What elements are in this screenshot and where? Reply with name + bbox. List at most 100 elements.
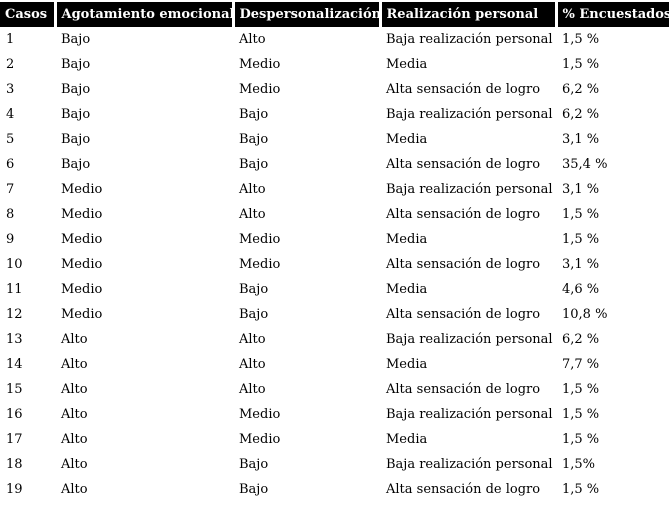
table-cell: Alto	[61, 332, 88, 347]
table-cell: Alto	[61, 382, 88, 397]
table-row: 8 Medio Alto Alta sensación de logro 1,5 %	[0, 202, 669, 227]
table-cell: 1,5 %	[562, 207, 600, 222]
table-cell: Alta sensación de logro	[386, 157, 541, 172]
table-cell: Media	[386, 282, 428, 297]
table-cell: Medio	[61, 282, 103, 297]
table-row: 13 Alto Alto Baja realización personal 6,2 %	[0, 327, 669, 352]
table-cell: 3,1 %	[562, 257, 600, 272]
table-cell: Alto	[61, 407, 88, 422]
table-cell: 1,5 %	[562, 32, 600, 47]
table-cell: Bajo	[61, 57, 91, 72]
table-cell: 1,5 %	[562, 382, 600, 397]
table-cell: 4,6 %	[562, 282, 600, 297]
table-cell: Alto	[239, 332, 266, 347]
table-row: 14 Alto Alto Media 7,7 %	[0, 352, 669, 377]
table-cell: Alto	[239, 182, 266, 197]
table-cell: Media	[386, 232, 428, 247]
table-cell: Bajo	[239, 482, 269, 497]
table-cell: Bajo	[239, 307, 269, 322]
table-cell: Alto	[239, 357, 266, 372]
table-cell: 6,2 %	[562, 332, 600, 347]
table-header-row: Casos Agotamiento emocional Despersonali…	[0, 0, 669, 27]
table-cell: Baja realización personal	[386, 182, 553, 197]
table-cell: Alto	[61, 482, 88, 497]
table-cell: 3,1 %	[562, 132, 600, 147]
table-row: 6 Bajo Bajo Alta sensación de logro 35,4 %	[0, 152, 669, 177]
table-row: 10 Medio Medio Alta sensación de logro 3,1 %	[0, 252, 669, 277]
table-cell: Medio	[239, 257, 281, 272]
table-cell: Baja realización personal	[386, 332, 553, 347]
table-cell: 6,2 %	[562, 107, 600, 122]
table-cell: Medio	[239, 57, 281, 72]
table-cell: Alto	[61, 432, 88, 447]
header-agotamiento-emocional: Agotamiento emocional	[55, 0, 235, 27]
table-row: 17 Alto Medio Media 1,5 %	[0, 427, 669, 452]
table-row: 1 Bajo Alto Baja realización personal 1,5 %	[0, 27, 669, 52]
table-cell: 1,5 %	[562, 482, 600, 497]
table-cell: Medio	[61, 257, 103, 272]
table-cell: 1	[6, 32, 15, 47]
table-row: 5 Bajo Bajo Media 3,1 %	[0, 127, 669, 152]
table-cell: Media	[386, 57, 428, 72]
table-cell: 11	[6, 282, 23, 297]
table-cell: Medio	[239, 432, 281, 447]
table-cell: 12	[6, 307, 23, 322]
table-cell: Alto	[61, 457, 88, 472]
table-cell: Alta sensación de logro	[386, 207, 541, 222]
table-cell: 8	[6, 207, 15, 222]
table-cell: Alto	[239, 382, 266, 397]
table-cell: Medio	[239, 407, 281, 422]
table-cell: Bajo	[239, 282, 269, 297]
table-cell: Bajo	[61, 82, 91, 97]
table-cell: 9	[6, 232, 15, 247]
table-cell: Baja realización personal	[386, 457, 553, 472]
table-row: 9 Medio Medio Media 1,5 %	[0, 227, 669, 252]
table-cell: Bajo	[239, 457, 269, 472]
table-cell: Alta sensación de logro	[386, 307, 541, 322]
table-cell: 5	[6, 132, 15, 147]
table-cell: 16	[6, 407, 23, 422]
table-cell: Baja realización personal	[386, 407, 553, 422]
table-cell: Media	[386, 132, 428, 147]
table-row: 19 Alto Bajo Alta sensación de logro 1,5 %	[0, 477, 669, 502]
table-cell: Bajo	[61, 157, 91, 172]
table-cell: Alta sensación de logro	[386, 257, 541, 272]
header-pct-encuestados: % Encuestados	[556, 0, 669, 27]
header-realizacion-personal: Realización personal	[380, 0, 558, 27]
table-cell: Medio	[239, 232, 281, 247]
table-cell: Alto	[61, 357, 88, 372]
table-cell: Bajo	[239, 107, 269, 122]
table-cell: Bajo	[61, 107, 91, 122]
table-row: 12 Medio Bajo Alta sensación de logro 10,8 %	[0, 302, 669, 327]
table-cell: Media	[386, 357, 428, 372]
header-casos: Casos	[0, 0, 57, 27]
table-row: 18 Alto Bajo Baja realización personal 1,5%	[0, 452, 669, 477]
table-row: 11 Medio Bajo Media 4,6 %	[0, 277, 669, 302]
table-cell: 1,5 %	[562, 57, 600, 72]
table-cell: 7	[6, 182, 15, 197]
table-cell: Baja realización personal	[386, 32, 553, 47]
table-cell: 17	[6, 432, 23, 447]
table-cell: 13	[6, 332, 23, 347]
table-cell: Alta sensación de logro	[386, 82, 541, 97]
table-cell: Bajo	[239, 157, 269, 172]
table-row: 16 Alto Medio Baja realización personal 1,5 …	[0, 402, 669, 427]
table-cell: 1,5 %	[562, 407, 600, 422]
table-cell: 35,4 %	[562, 157, 608, 172]
table-cell: Medio	[239, 82, 281, 97]
table-cell: 10	[6, 257, 23, 272]
table-body: 1 Bajo Alto Baja realización personal 1,5 % 2…	[0, 27, 669, 502]
header-despersonalizacion: Despersonalización	[233, 0, 382, 27]
table-cell: Bajo	[239, 132, 269, 147]
table-cell: 14	[6, 357, 23, 372]
table-cell: 6,2 %	[562, 82, 600, 97]
table-cell: 18	[6, 457, 23, 472]
table-row: 2 Bajo Medio Media 1,5 %	[0, 52, 669, 77]
table-row: 4 Bajo Bajo Baja realización personal 6,2 %	[0, 102, 669, 127]
table-cell: 3	[6, 82, 15, 97]
table-cell: 3,1 %	[562, 182, 600, 197]
table-cell: 15	[6, 382, 23, 397]
table-cell: Medio	[61, 207, 103, 222]
table-cell: 7,7 %	[562, 357, 600, 372]
table-cell: 6	[6, 157, 15, 172]
